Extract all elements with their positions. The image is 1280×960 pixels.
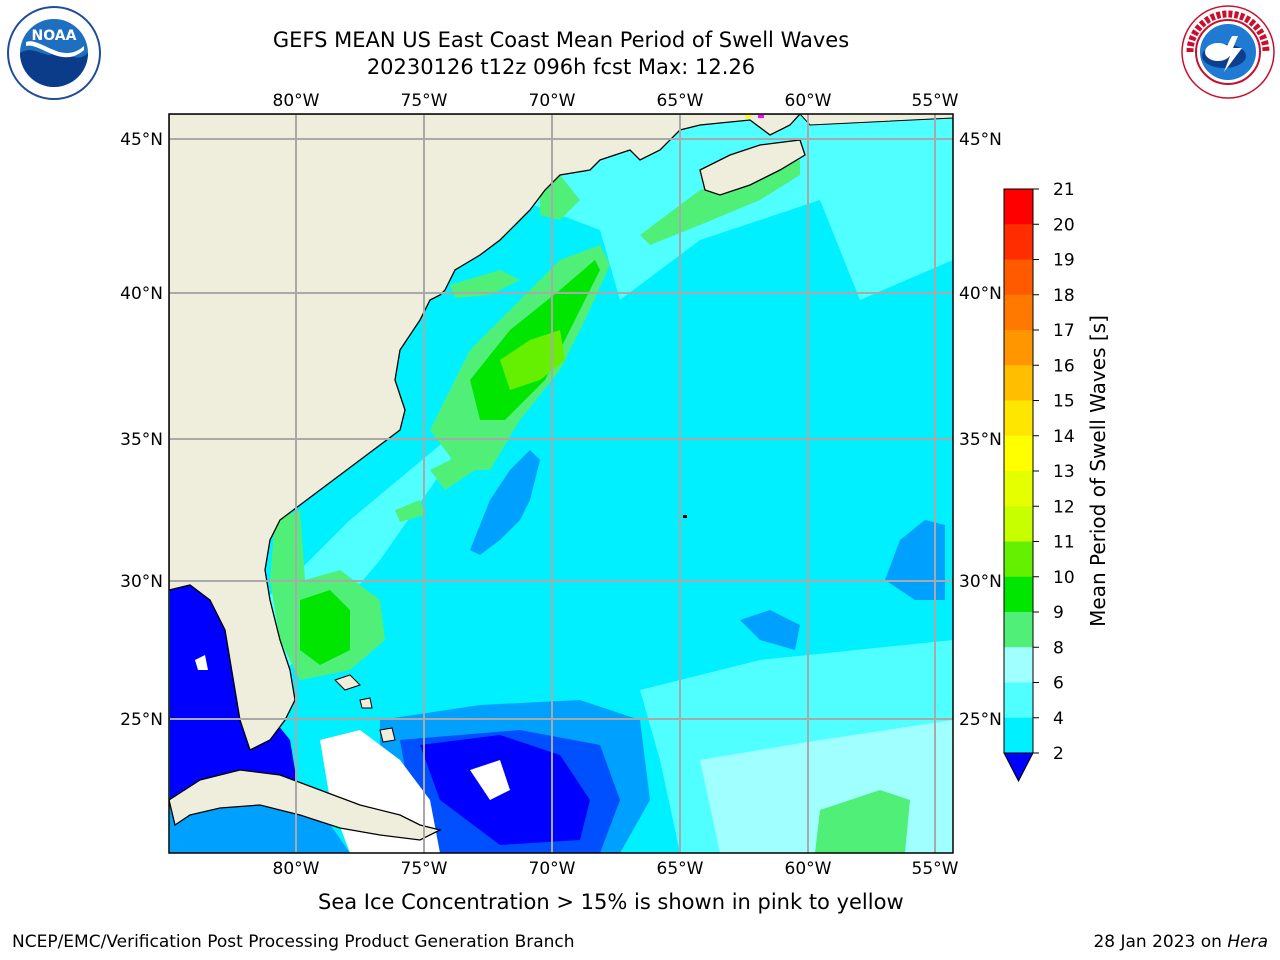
lon-label-bottom: 65°W [657, 859, 704, 879]
lat-label-left: 45°N [120, 130, 163, 150]
lat-label-right: 25°N [959, 710, 1002, 730]
colorbar-swatch [1004, 717, 1033, 754]
noaa-logo-text: NOAA [32, 28, 77, 44]
colorbar-swatch [1004, 506, 1033, 542]
lat-label-right: 30°N [959, 572, 1002, 592]
colorbar-tick-label: 14 [1053, 427, 1075, 447]
colorbar-swatch [1004, 189, 1033, 225]
colorbar-tick-label: 16 [1053, 356, 1075, 376]
colorbar-swatch [1004, 612, 1033, 648]
lon-label-bottom: 55°W [912, 859, 959, 879]
lon-labels: 80°W 75°W 70°W 65°W 60°W 55°W 80°W 75°W … [273, 91, 959, 879]
footer-host: Hera [1227, 932, 1268, 952]
lat-label-left: 30°N [120, 572, 163, 592]
lon-label-top: 70°W [529, 91, 576, 111]
colorbar-tick-label: 6 [1053, 674, 1064, 694]
colorbar-swatch [1004, 682, 1033, 719]
colorbar-swatch [1004, 541, 1033, 578]
lon-label-top: 75°W [401, 91, 448, 111]
colorbar-swatch [1004, 647, 1033, 683]
chart-title: GEFS MEAN US East Coast Mean Period of S… [272, 28, 850, 52]
map-area [169, 114, 953, 853]
colorbar-tick-label: 11 [1053, 533, 1075, 553]
lat-label-left: 25°N [120, 710, 163, 730]
lat-labels: 45°N 40°N 35°N 30°N 25°N 45°N 40°N 35°N … [120, 130, 1002, 730]
chart-subtitle: 20230126 t12z 096h fcst Max: 12.26 [366, 55, 756, 79]
land-north-america [169, 114, 801, 751]
colorbar-tick-label: 4 [1053, 709, 1064, 729]
footer-date: 28 Jan 2023 on Hera [1093, 932, 1268, 952]
colorbar-swatch [1004, 224, 1033, 260]
lon-label-bottom: 80°W [273, 859, 320, 879]
colorbar-tick-label: 2 [1053, 744, 1064, 764]
colorbar-swatch [1004, 576, 1033, 613]
colorbar-tick-label: 18 [1053, 286, 1075, 306]
lon-label-bottom: 70°W [529, 859, 576, 879]
lat-label-left: 35°N [120, 430, 163, 450]
lat-label-right: 40°N [959, 284, 1002, 304]
colorbar-swatch [1004, 400, 1033, 437]
lon-label-top: 60°W [785, 91, 832, 111]
colorbar-tick-label: 19 [1053, 251, 1075, 271]
footer-branch: NCEP/EMC/Verification Post Processing Pr… [12, 932, 575, 952]
colorbar-tick-label: 21 [1053, 180, 1075, 200]
colorbar-swatch [1004, 365, 1033, 401]
colorbar-tick-label: 9 [1053, 603, 1064, 623]
colorbar-tick-label: 12 [1053, 497, 1075, 517]
colorbar-tick-label: 20 [1053, 215, 1075, 235]
colorbar-extension [1003, 752, 1034, 783]
lon-label-bottom: 75°W [401, 859, 448, 879]
lat-label-right: 45°N [959, 130, 1002, 150]
footer-date-text: 28 Jan 2023 on [1093, 932, 1228, 952]
lat-label-right: 35°N [959, 430, 1002, 450]
colorbar-tick-label: 17 [1053, 321, 1075, 341]
lon-label-top: 80°W [273, 91, 320, 111]
colorbar-swatch [1004, 471, 1033, 507]
lon-label-top: 55°W [912, 91, 959, 111]
sea-ice-note: Sea Ice Concentration > 15% is shown in … [318, 890, 904, 914]
lon-label-bottom: 60°W [785, 859, 832, 879]
noaa-logo: NOAA [7, 6, 101, 100]
lon-label-top: 65°W [657, 91, 704, 111]
graticule [169, 114, 953, 853]
colorbar-swatch [1004, 259, 1033, 296]
colorbar-swatch [1004, 330, 1033, 366]
colorbar-tick-label: 8 [1053, 638, 1064, 658]
land-cuba [169, 769, 442, 841]
colorbar-tick-label: 13 [1053, 462, 1075, 482]
nws-logo [1181, 5, 1275, 99]
lat-label-left: 40°N [120, 284, 163, 304]
colorbar-tick-label: 10 [1053, 568, 1075, 588]
colorbar-tick-label: 15 [1053, 392, 1075, 412]
colorbar-label: Mean Period of Swell Waves [s] [1086, 315, 1110, 627]
map-frame [168, 113, 954, 854]
colorbar: 21 20 19 18 17 16 15 14 13 12 11 10 9 8 6 4 2 [1003, 180, 1075, 783]
colorbar-swatch [1004, 294, 1033, 331]
colorbar-swatch [1004, 435, 1033, 472]
